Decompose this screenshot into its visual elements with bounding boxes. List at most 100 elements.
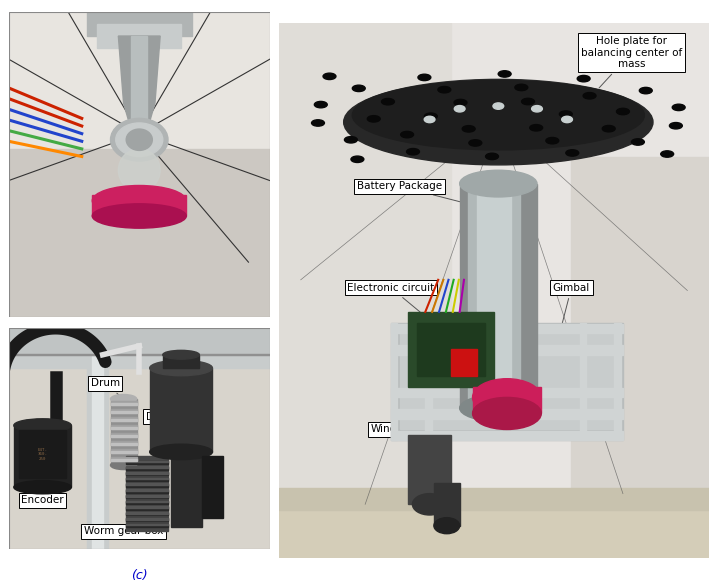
Ellipse shape (672, 104, 685, 110)
Bar (126, 518, 168, 519)
Bar (391, 324, 623, 333)
Bar (126, 478, 168, 481)
Bar (126, 472, 168, 474)
Bar (126, 483, 168, 485)
Bar (126, 495, 168, 497)
Bar (126, 490, 168, 493)
Bar (451, 349, 477, 376)
Bar (110, 417, 137, 421)
Bar (126, 512, 168, 515)
Ellipse shape (583, 92, 596, 99)
Bar (279, 23, 451, 558)
Bar (126, 501, 168, 504)
Bar (110, 425, 137, 429)
Ellipse shape (669, 123, 682, 129)
Bar (391, 322, 397, 440)
Bar (202, 456, 223, 518)
Bar (126, 507, 168, 508)
Ellipse shape (110, 119, 168, 161)
Ellipse shape (110, 461, 137, 469)
Ellipse shape (352, 80, 644, 150)
Bar (391, 345, 623, 354)
Bar (150, 368, 213, 452)
Ellipse shape (352, 85, 365, 92)
Bar (391, 409, 623, 419)
Ellipse shape (546, 138, 558, 144)
Bar (110, 451, 137, 453)
Ellipse shape (382, 98, 395, 105)
Ellipse shape (469, 139, 482, 146)
Bar (126, 496, 168, 498)
Polygon shape (118, 36, 160, 139)
Ellipse shape (150, 360, 213, 376)
Ellipse shape (314, 102, 327, 108)
Bar (126, 523, 168, 525)
Bar (14, 425, 72, 487)
Text: Hole plate for
balancing center of
mass: Hole plate for balancing center of mass (581, 36, 682, 88)
Bar (110, 411, 137, 413)
Ellipse shape (616, 108, 629, 114)
Bar (110, 399, 137, 465)
Bar (9, 328, 270, 355)
Ellipse shape (473, 379, 541, 416)
Bar (279, 494, 709, 558)
Bar (87, 328, 108, 549)
Bar (19, 430, 66, 478)
Bar (110, 435, 137, 437)
Bar (571, 157, 709, 531)
Ellipse shape (632, 139, 644, 145)
Bar (126, 489, 168, 491)
Bar (580, 322, 586, 440)
Ellipse shape (401, 131, 414, 138)
Text: Battery Package: Battery Package (357, 181, 470, 205)
Bar (110, 409, 137, 413)
Bar (477, 184, 511, 408)
Ellipse shape (454, 99, 467, 106)
Bar (9, 354, 270, 355)
Text: (b): (b) (130, 335, 148, 348)
Bar (163, 355, 199, 368)
Ellipse shape (14, 480, 72, 494)
Bar (126, 461, 168, 462)
Ellipse shape (92, 204, 186, 228)
Bar (126, 484, 168, 487)
Bar (473, 387, 541, 414)
Ellipse shape (602, 125, 615, 132)
Bar (110, 441, 137, 445)
Bar (126, 472, 168, 475)
Bar (417, 322, 485, 376)
Bar (110, 419, 137, 421)
Bar (110, 449, 137, 453)
Bar (132, 36, 147, 139)
Bar (126, 524, 168, 527)
Bar (126, 518, 168, 521)
Bar (9, 149, 270, 317)
Bar (400, 333, 614, 429)
Ellipse shape (344, 80, 653, 165)
Bar (408, 312, 494, 387)
Bar (126, 461, 168, 464)
Bar (434, 483, 460, 526)
Ellipse shape (521, 98, 534, 105)
Bar (614, 322, 621, 440)
Ellipse shape (661, 151, 674, 157)
Text: (c): (c) (131, 569, 147, 581)
Bar (279, 488, 709, 510)
Ellipse shape (485, 153, 498, 160)
Bar (97, 24, 181, 48)
Ellipse shape (418, 74, 431, 81)
Ellipse shape (14, 419, 72, 432)
Ellipse shape (344, 137, 357, 143)
Bar (126, 501, 168, 503)
Ellipse shape (351, 156, 364, 163)
Ellipse shape (126, 129, 153, 150)
Bar (391, 388, 623, 397)
Bar (87, 12, 192, 36)
Bar (126, 507, 168, 510)
Bar (468, 184, 520, 408)
Bar (126, 466, 168, 468)
Bar (460, 184, 537, 408)
Ellipse shape (639, 87, 652, 94)
Bar (92, 195, 186, 216)
Bar (110, 401, 137, 405)
